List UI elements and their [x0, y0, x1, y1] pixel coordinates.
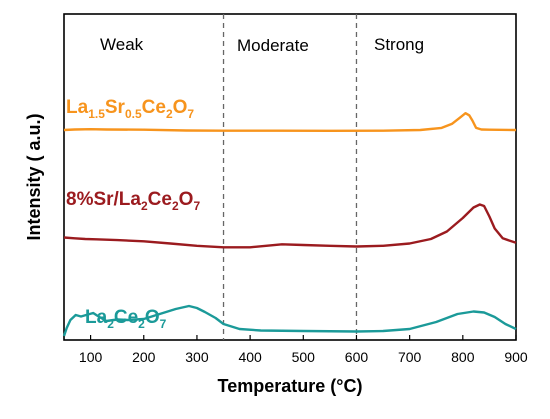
x-axis-title: Temperature (°C) — [218, 376, 363, 396]
series-line-0 — [63, 112, 517, 132]
y-axis-title: Intensity ( a.u.) — [24, 113, 44, 240]
x-tick-label: 800 — [451, 349, 475, 365]
region-label-strong: Strong — [374, 35, 424, 54]
region-label-weak: Weak — [100, 35, 144, 54]
x-tick-label: 500 — [292, 349, 316, 365]
x-tick-label: 200 — [132, 349, 156, 365]
region-label-moderate: Moderate — [237, 36, 309, 55]
series-line-2 — [62, 304, 517, 337]
series-label-2: La2Ce2O7 — [85, 307, 167, 331]
series-label-0: La1.5Sr0.5Ce2O7 — [66, 97, 194, 121]
x-tick-label: 700 — [398, 349, 422, 365]
series-label-1: 8%Sr/La2Ce2O7 — [66, 189, 200, 213]
x-tick-label: 900 — [504, 349, 528, 365]
plot-frame — [63, 13, 517, 341]
x-tick-label: 400 — [238, 349, 262, 365]
x-tick-label: 300 — [185, 349, 209, 365]
series-line-1 — [63, 203, 517, 249]
x-tick-label: 600 — [345, 349, 369, 365]
x-tick-label: 100 — [79, 349, 103, 365]
